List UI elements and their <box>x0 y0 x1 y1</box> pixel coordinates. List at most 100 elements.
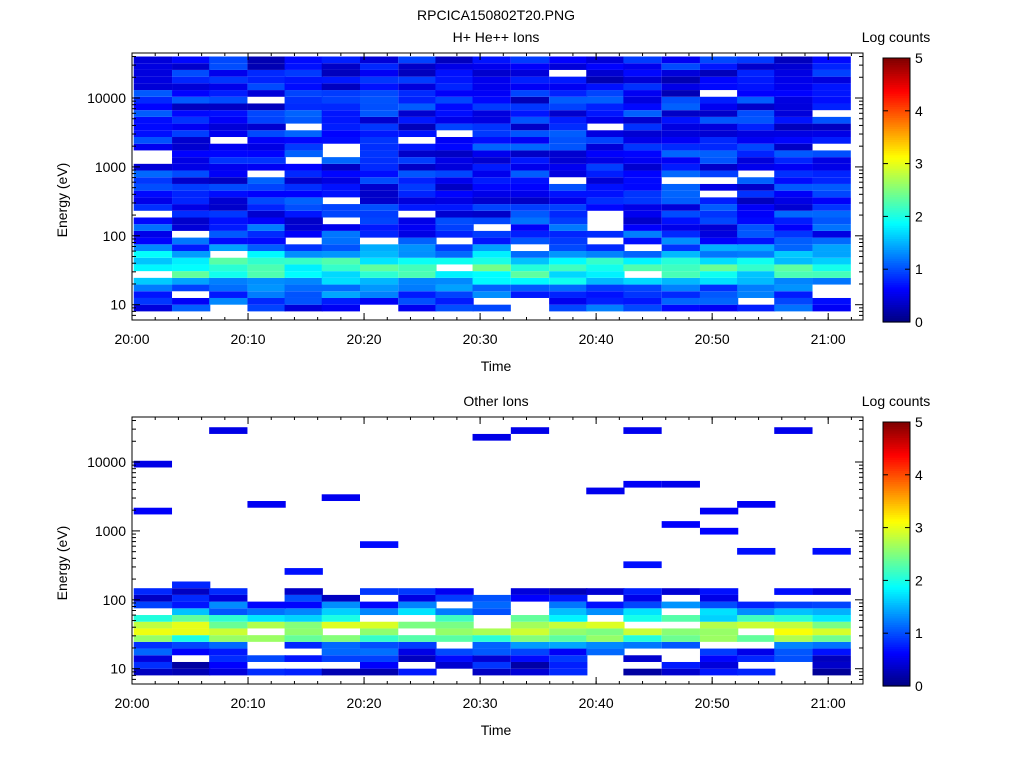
top-heatmap-cell <box>321 90 360 97</box>
bot-colorbar-segment <box>883 668 910 672</box>
bot-colorbar-segment <box>883 534 910 537</box>
bot-colorbar-segment <box>883 450 910 454</box>
top-colorbar-segment <box>883 227 910 231</box>
top-heatmap-cell <box>812 150 851 158</box>
bot-colorbar-segment <box>883 463 910 467</box>
top-heatmap-cell <box>549 271 588 278</box>
bot-colorbar-segment <box>883 567 910 570</box>
bot-heatmap-cell <box>549 668 588 676</box>
top-heatmap-cell <box>284 244 323 252</box>
bot-heatmap-cell <box>549 641 588 649</box>
top-heatmap-cell <box>661 170 700 178</box>
top-colorbar-segment <box>883 269 910 272</box>
top-colorbar-segment <box>883 108 910 112</box>
top-heatmap-cell <box>699 143 739 151</box>
top-heatmap-cell <box>435 257 474 265</box>
top-heatmap-cell <box>398 177 437 184</box>
top-heatmap-cell <box>133 304 173 312</box>
top-heatmap-cell <box>472 123 511 131</box>
top-y-tick-label: 1000 <box>95 159 126 175</box>
bot-heatmap-cell <box>549 594 588 602</box>
bot-heatmap-cell <box>812 547 851 555</box>
top-colorbar-segment <box>883 146 910 149</box>
bot-heatmap-cell <box>398 641 437 649</box>
top-heatmap-cell <box>209 217 248 225</box>
bot-colorbar-segment <box>883 580 910 584</box>
top-heatmap-cell <box>209 230 248 238</box>
bot-colorbar-segment <box>883 424 910 427</box>
top-heatmap-cell <box>586 63 625 70</box>
top-heatmap-cell <box>774 63 813 70</box>
top-colorbar-segment <box>883 251 910 255</box>
top-colorbar-segment <box>883 291 910 294</box>
top-heatmap-cell <box>247 197 286 205</box>
top-heatmap-cell <box>549 297 588 305</box>
top-heatmap-cell <box>321 183 360 191</box>
bot-heatmap-cell <box>737 648 776 656</box>
top-heatmap-cell <box>774 244 813 252</box>
top-heatmap-cell <box>209 237 248 245</box>
top-heatmap-cell <box>398 197 437 205</box>
top-colorbar-tick-label: 3 <box>915 156 923 172</box>
bot-colorbar-segment <box>883 503 910 507</box>
top-colorbar-segment <box>883 163 910 167</box>
bot-heatmap-cell <box>172 648 211 656</box>
top-heatmap-cell <box>774 157 813 164</box>
top-heatmap-cell <box>510 170 550 178</box>
top-colorbar-segment <box>883 64 910 68</box>
top-heatmap-cell <box>510 130 550 138</box>
top-heatmap-cell <box>321 157 360 164</box>
top-heatmap-cell <box>133 291 173 298</box>
top-heatmap-cell <box>623 230 662 238</box>
top-heatmap-cell <box>699 217 739 225</box>
top-heatmap-cell <box>435 291 474 298</box>
top-x-ticks: 20:00 20:10 20:20 20:30 20:40 20:50 21:00 <box>114 53 852 347</box>
top-heatmap-cell <box>699 63 739 70</box>
bot-colorbar-segment <box>883 648 910 652</box>
top-heatmap-cell <box>549 257 588 265</box>
top-colorbar-segment <box>883 209 910 213</box>
top-heatmap-cell <box>510 217 550 225</box>
top-heatmap-cell <box>321 251 360 258</box>
top-heatmap-cell <box>360 291 399 298</box>
top-heatmap-cell <box>586 297 625 305</box>
bot-heatmap-cell <box>699 601 739 609</box>
top-heatmap-cell <box>209 197 248 205</box>
top-heatmap-cell <box>398 230 437 238</box>
top-heatmap-cell <box>623 183 662 191</box>
top-heatmap-cell <box>435 63 474 70</box>
top-colorbar-segment <box>883 157 910 160</box>
top-heatmap-cell <box>398 291 437 298</box>
bot-heatmap-cell <box>209 635 248 642</box>
bot-colorbar-segment <box>883 628 910 632</box>
top-colorbar-tick-label: 2 <box>915 208 923 224</box>
top-heatmap-cell <box>284 217 323 225</box>
top-heatmap-cell <box>284 103 323 111</box>
top-colorbar-segment <box>883 282 910 286</box>
bot-colorbar-segment <box>883 457 910 460</box>
top-heatmap-cell <box>209 150 248 158</box>
top-heatmap-cell <box>774 251 813 258</box>
bot-heatmap-cell <box>699 621 739 629</box>
top-colorbar-segment <box>883 119 910 123</box>
top-heatmap-cell <box>398 69 437 77</box>
top-heatmap-cell <box>360 177 399 184</box>
bot-heatmap-cell <box>321 668 360 676</box>
top-colorbar-segment <box>883 93 910 96</box>
bot-colorbar-segment <box>883 426 910 430</box>
top-heatmap-cell <box>209 157 248 164</box>
bot-colorbar-segment <box>883 468 910 471</box>
top-colorbar-segment <box>883 275 910 279</box>
top-heatmap-cell <box>247 76 286 84</box>
bot-heatmap-cell <box>774 628 813 636</box>
top-heatmap-cell <box>549 76 588 84</box>
top-colorbar-segment <box>883 154 910 158</box>
top-heatmap-cell <box>586 83 625 91</box>
bot-heatmap-cell <box>321 494 360 502</box>
top-heatmap-cell <box>699 297 739 305</box>
top-colorbar-label: Log counts <box>862 29 931 45</box>
top-heatmap-cell <box>247 271 286 278</box>
top-heatmap-cell <box>435 251 474 258</box>
top-heatmap-cell <box>172 163 211 171</box>
top-heatmap-cell <box>209 210 248 218</box>
